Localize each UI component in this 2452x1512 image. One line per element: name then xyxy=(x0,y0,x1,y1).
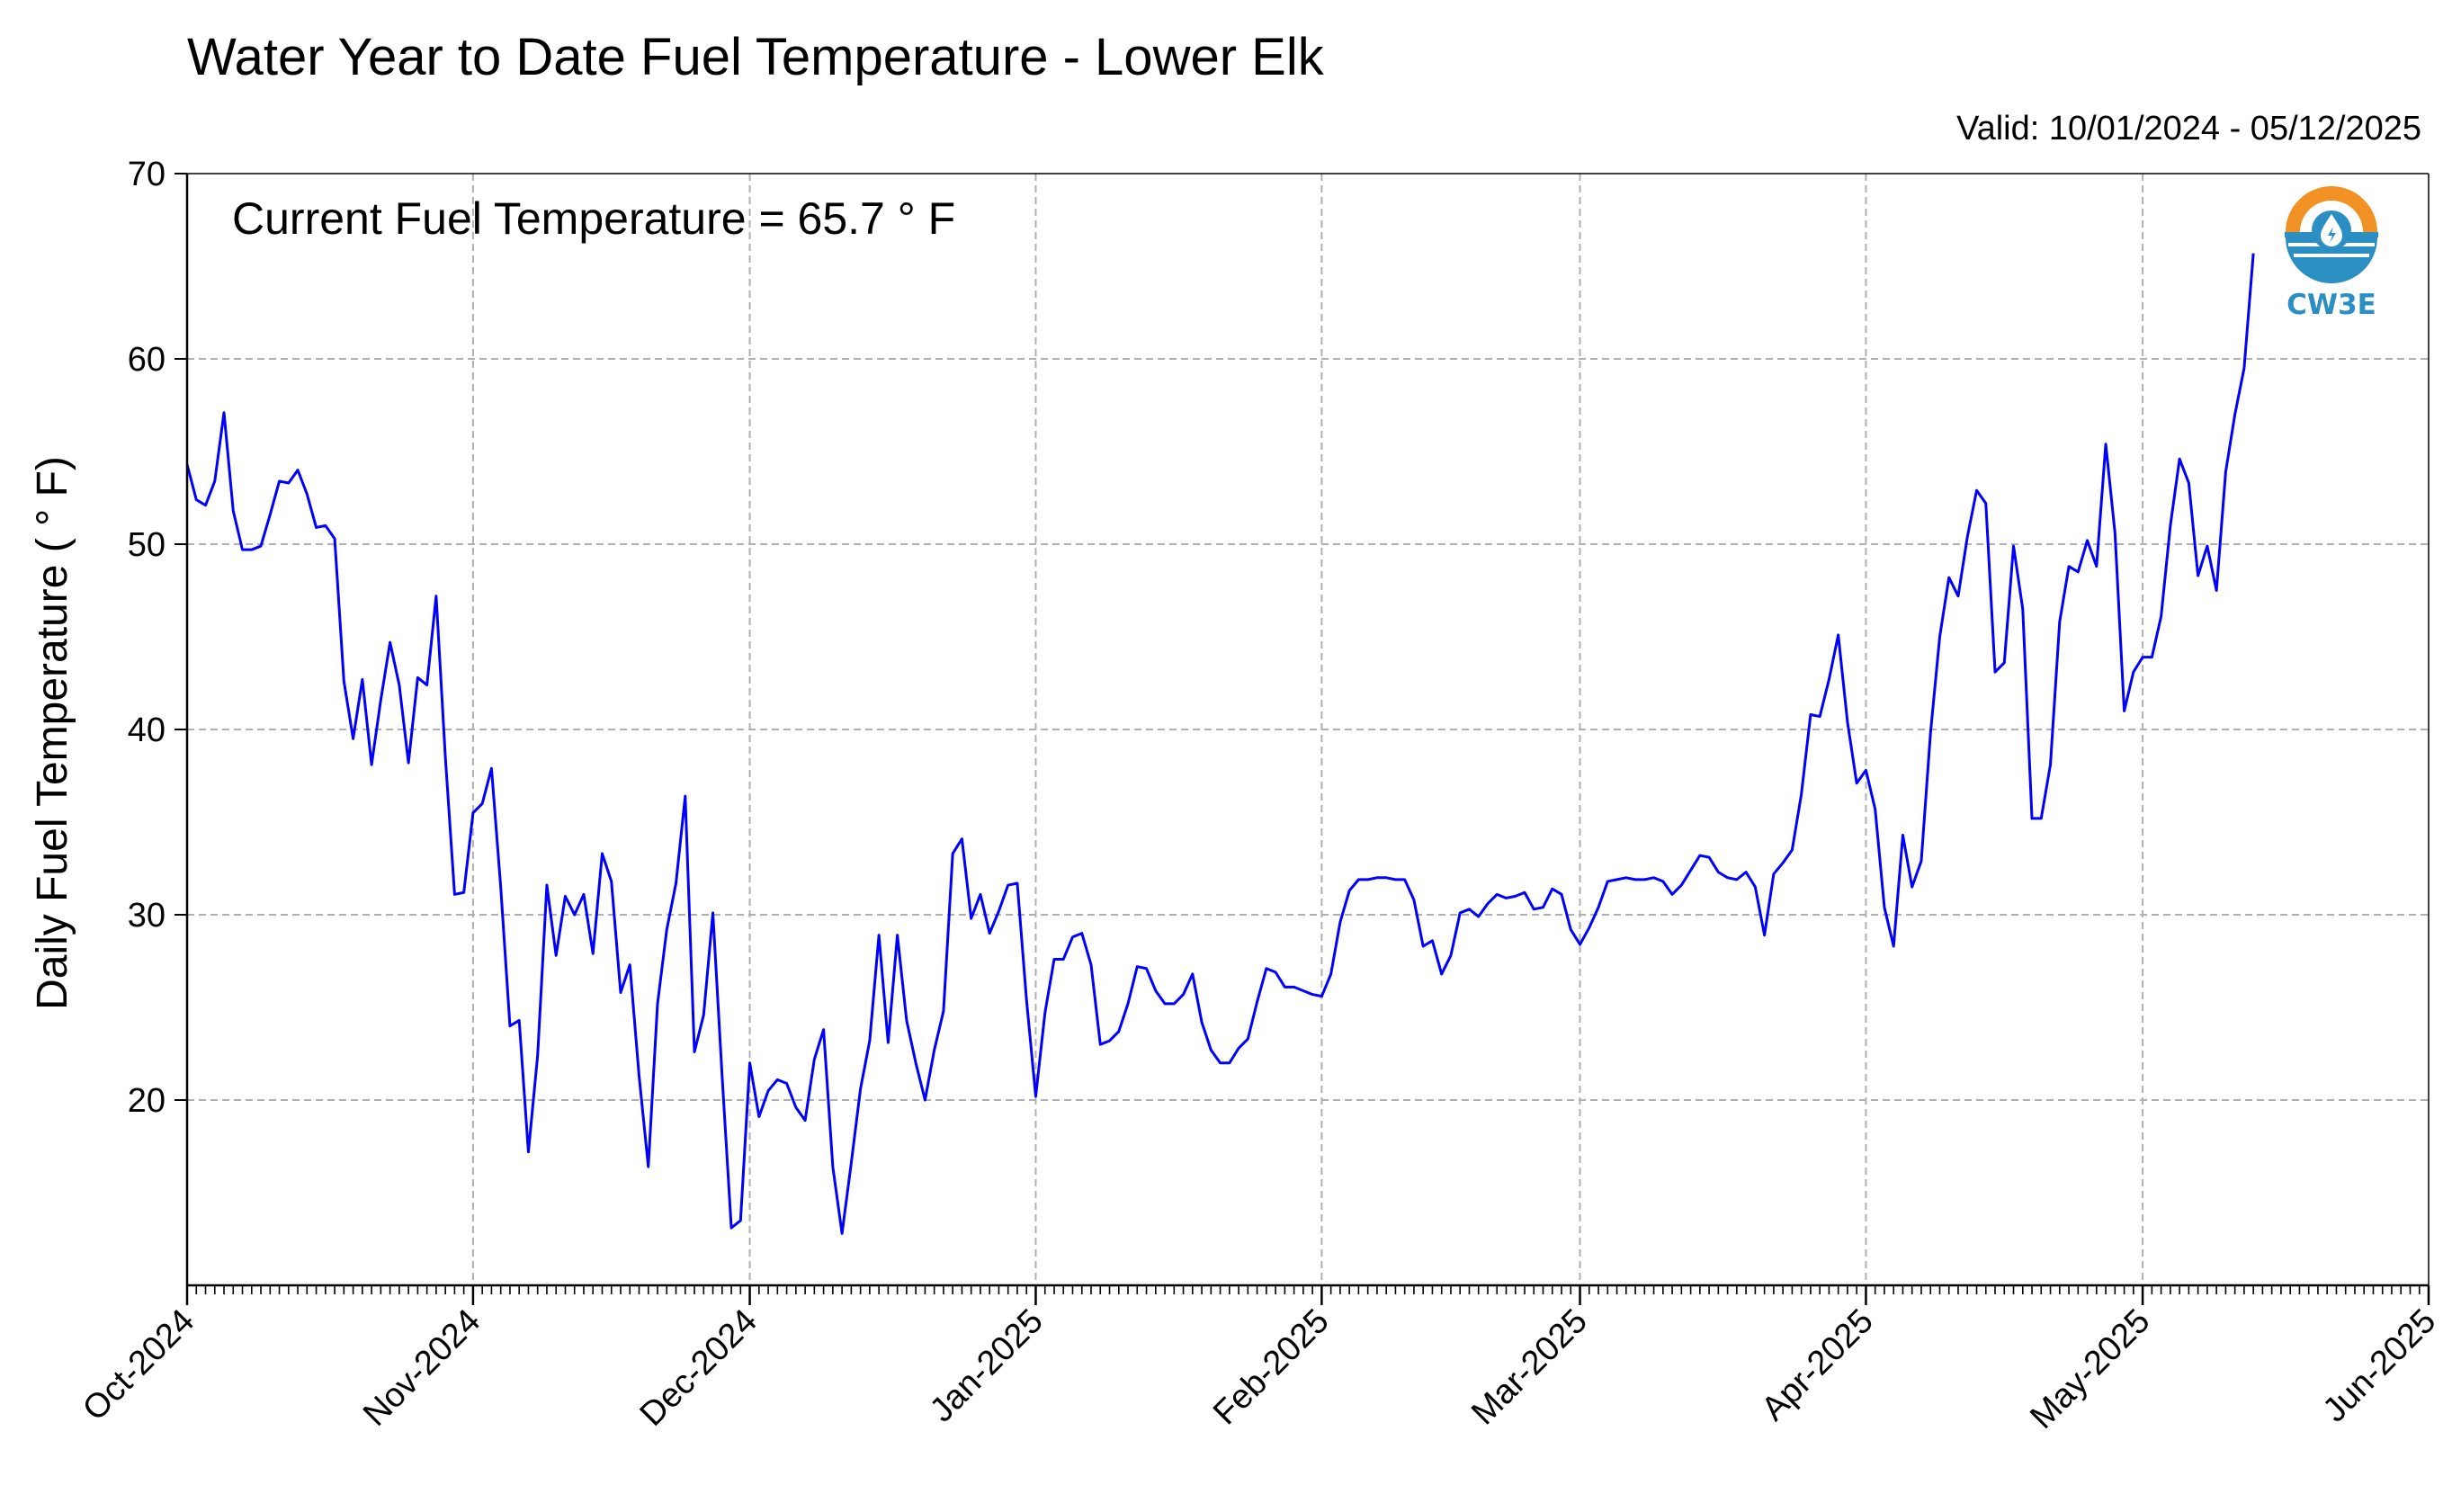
cw3e-water-drop-icon xyxy=(2285,186,2378,283)
x-tick-label: Dec-2024 xyxy=(633,1302,765,1434)
x-tick-label: Jan-2025 xyxy=(923,1302,1051,1430)
x-tick-label: Nov-2024 xyxy=(356,1302,488,1434)
series-layer xyxy=(185,253,2255,1235)
x-tick-label: Jun-2025 xyxy=(2316,1302,2444,1430)
fuel-temperature-line xyxy=(185,253,2255,1235)
cw3e-logo: CW3E xyxy=(2285,186,2378,321)
x-tick-label: May-2025 xyxy=(2023,1302,2157,1436)
y-tick-label: 50 xyxy=(128,526,166,564)
y-tick-label: 20 xyxy=(128,1082,166,1120)
y-tick-label: 70 xyxy=(128,156,166,193)
y-axis-title: Daily Fuel Temperature ( ° F) xyxy=(29,456,76,1010)
chart-title: Water Year to Date Fuel Temperature - Lo… xyxy=(187,28,1324,86)
tick-labels: 20 30 40 50 60 70 Oct-2024 Nov-2024 Dec-2024 Jan-… xyxy=(76,156,2443,1436)
y-tick-label: 40 xyxy=(128,711,166,749)
current-fuel-temperature-annotation: Current Fuel Temperature = 65.7 ° F xyxy=(232,193,955,244)
valid-date-range: Valid: 10/01/2024 - 05/12/2025 xyxy=(1956,110,2421,148)
x-tick-label: Mar-2025 xyxy=(1464,1302,1595,1433)
y-tick-label: 60 xyxy=(128,341,166,379)
cw3e-logo-text: CW3E xyxy=(2286,289,2376,321)
axes xyxy=(175,173,2430,1305)
grid-lines xyxy=(187,174,2429,1285)
y-tick-label: 30 xyxy=(128,897,166,935)
x-tick-label: Oct-2024 xyxy=(76,1302,201,1428)
x-tick-label: Feb-2025 xyxy=(1206,1302,1337,1433)
x-tick-label: Apr-2025 xyxy=(1755,1302,1881,1428)
